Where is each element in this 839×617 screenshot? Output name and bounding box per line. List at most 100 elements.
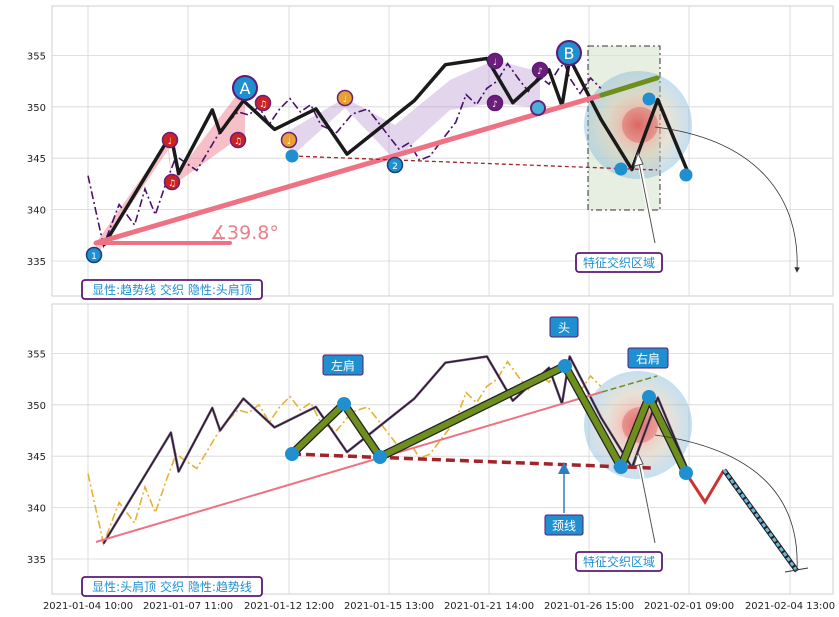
label-box-bottom-text: 显性:头肩顶 交织 隐性:趋势线	[92, 579, 252, 594]
top-y-ticks: 355 350 345 340 335	[27, 51, 46, 268]
x-tick-label: 2021-01-12 12:00	[244, 601, 334, 612]
bottom-grid	[52, 304, 833, 594]
x-tick-label: 2021-01-07 11:00	[143, 601, 233, 612]
top-trendline	[93, 92, 605, 246]
svg-text:♪: ♪	[492, 100, 498, 110]
bottom-blue-dots	[285, 359, 693, 480]
note-icon: ♪	[531, 61, 549, 79]
y-tick-label: 350	[27, 103, 46, 114]
marker-A: A	[232, 75, 258, 101]
feature-zone-blob	[584, 71, 692, 179]
svg-text:♩: ♩	[168, 137, 172, 147]
note-icon: ♫	[254, 94, 272, 112]
note-icon: ♩	[336, 89, 354, 107]
label-box-bottom	[81, 576, 263, 597]
top-dot	[285, 149, 299, 163]
bottom-zigzag-inner	[103, 356, 690, 544]
y-tick-label: 345	[27, 452, 46, 463]
curve-arrow-top	[654, 126, 800, 273]
tag-right-shoulder: 右肩	[627, 347, 669, 369]
svg-text:A: A	[240, 79, 251, 98]
marker-B: B	[556, 40, 582, 66]
note-icon: ♩	[280, 131, 298, 149]
tag-head: 头	[549, 316, 579, 338]
top-dot	[642, 92, 656, 106]
bottom-dot	[642, 390, 656, 404]
svg-text:♪: ♪	[537, 67, 543, 77]
y-tick-label: 335	[27, 555, 46, 566]
bottom-dot	[373, 450, 387, 464]
top-dot	[614, 162, 628, 176]
svg-text:B: B	[564, 44, 575, 63]
svg-text:左肩: 左肩	[331, 358, 355, 373]
svg-text:♩: ♩	[287, 137, 291, 147]
svg-text:♩: ♩	[343, 95, 347, 105]
label-box-top	[81, 279, 263, 300]
y-tick-label: 350	[27, 401, 46, 412]
top-zigzag-line	[102, 56, 691, 247]
callout-label-top: 特征交织区域	[583, 255, 655, 270]
bottom-dot	[558, 359, 572, 373]
bottom-plot-area	[51, 303, 834, 595]
y-tick-label: 335	[27, 257, 46, 268]
y-tick-label: 355	[27, 51, 46, 62]
bottom-neckline	[291, 452, 653, 470]
top-blue-dots	[285, 92, 693, 182]
top-content: ∡39.8° 1 2 A B ♩ ♫ ♫	[81, 40, 800, 300]
svg-text:♫: ♫	[234, 137, 242, 147]
y-tick-label: 340	[27, 206, 46, 217]
y-tick-label: 345	[27, 154, 46, 165]
angle-label: ∡39.8°	[210, 222, 279, 244]
marker-2: 2	[386, 156, 404, 174]
bottom-content: 左肩 头 右肩 颈线 特征交织区域 显性:头肩顶 交织 隐性:趋势线	[81, 316, 809, 597]
x-tick-label: 2021-02-04 13:00	[745, 601, 835, 612]
note-icon: ♪	[486, 94, 504, 112]
projection-red	[684, 469, 726, 505]
bottom-y-ticks: 355 350 345 340 335	[27, 349, 46, 566]
callout-label-bottom: 特征交织区域	[583, 554, 655, 569]
svg-text:颈线: 颈线	[552, 519, 576, 533]
bottom-dot	[285, 447, 299, 461]
y-tick-label: 340	[27, 504, 46, 515]
y-tick-label: 355	[27, 349, 46, 360]
svg-text:1: 1	[91, 252, 97, 262]
x-tick-label: 2021-01-15 13:00	[344, 601, 434, 612]
x-tick-label: 2021-01-21 14:00	[444, 601, 534, 612]
callout-box-top	[575, 252, 663, 273]
note-icon: ♫	[163, 173, 181, 191]
label-box-top-text: 显性:趋势线 交织 隐性:头肩顶	[92, 282, 252, 297]
callout-arrow-top-edge	[637, 157, 656, 244]
projection-blue	[722, 469, 799, 572]
top-dot	[679, 168, 693, 182]
note-icon: ♩	[161, 131, 179, 149]
x-tick-labels: 2021-01-04 10:00 2021-01-07 11:00 2021-01-…	[43, 601, 835, 612]
x-tick-label: 2021-02-01 09:00	[644, 601, 734, 612]
marker-1: 1	[85, 246, 103, 264]
bottom-dot	[679, 466, 693, 480]
tag-neckline: 颈线	[544, 514, 584, 536]
bottom-panel: 355 350 345 340 335	[27, 303, 834, 595]
top-neckline	[291, 155, 658, 171]
tag-left-shoulder: 左肩	[322, 354, 364, 376]
bottom-dot	[337, 397, 351, 411]
callout-arrowhead-bottom	[633, 451, 644, 467]
svg-text:♫: ♫	[259, 100, 267, 110]
svg-text:♫: ♫	[168, 179, 176, 189]
x-tick-label: 2021-01-26 15:00	[544, 601, 634, 612]
note-icon: ♫	[229, 131, 247, 149]
svg-text:右肩: 右肩	[636, 351, 660, 366]
top-panel: 355 350 345 340 335	[27, 5, 834, 297]
note-icon: ♩	[486, 52, 504, 70]
callout-arrowhead-top	[633, 151, 644, 167]
svg-text:头: 头	[558, 321, 570, 335]
feature-zone-blob-core	[622, 107, 658, 143]
target-tick	[784, 567, 809, 573]
purple-band-1	[290, 60, 540, 160]
top-dot	[530, 100, 546, 116]
bottom-dot	[614, 460, 628, 474]
top-trendline-ext	[599, 75, 660, 98]
callout-box-bottom	[575, 551, 663, 572]
bottom-trendline	[95, 391, 603, 543]
top-plot-area	[51, 5, 834, 297]
